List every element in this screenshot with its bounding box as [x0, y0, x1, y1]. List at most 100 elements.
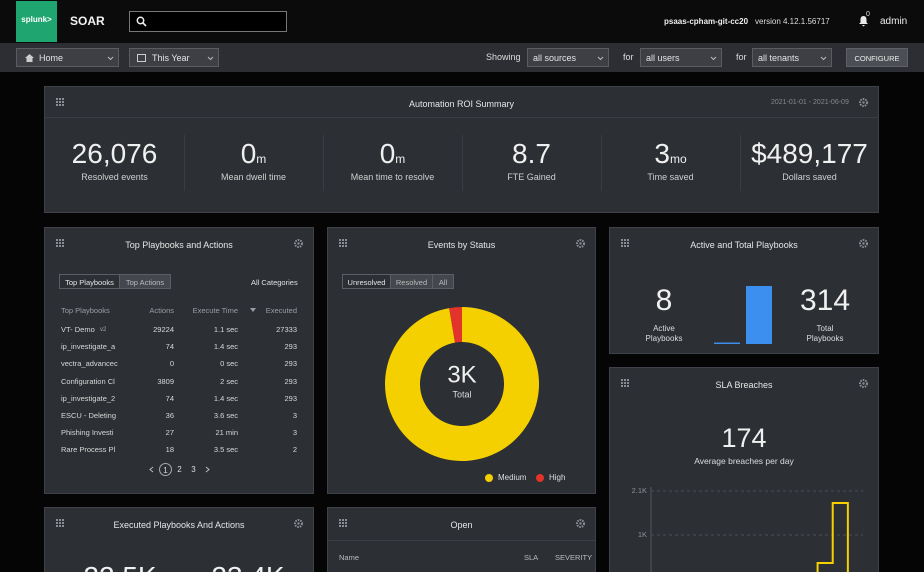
drag-dot [339, 519, 341, 521]
drag-dot [621, 239, 623, 241]
donut-total: 3K [447, 361, 476, 388]
chevron-shape [107, 56, 114, 61]
drag-dot [627, 242, 629, 244]
drag-dot [627, 379, 629, 381]
gear-outer [294, 239, 303, 248]
drag-dot [339, 525, 341, 527]
showing-label: Showing [486, 52, 521, 62]
page-number[interactable]: 3 [191, 465, 196, 474]
drag-dot [339, 239, 341, 241]
open-panel: Open Name SLA SEVERITY [327, 507, 596, 572]
users-dropdown[interactable]: all users [640, 48, 722, 67]
top-playbooks-panel: Top Playbooks and Actions Top Playbooks To… [44, 227, 314, 494]
configure-text: CONFIGURE [854, 54, 900, 63]
table-cell: 293 [284, 359, 297, 369]
drag-handle [56, 98, 64, 106]
roi-divider [45, 117, 878, 118]
metric-unit: mo [669, 152, 687, 166]
drag-dot [62, 239, 64, 241]
active-label: Active Playbooks [645, 324, 683, 343]
table-cell: 0 [169, 359, 174, 369]
legend-label: High [549, 473, 565, 482]
table-cell: ip_investigate_2 [61, 393, 116, 403]
drag-dot [56, 104, 58, 106]
tab-text: Top Actions [125, 278, 165, 287]
configure-button[interactable]: CONFIGURE [846, 48, 908, 67]
drag-dot [342, 522, 344, 524]
gear-inner [297, 522, 300, 525]
legend-swatch [485, 474, 493, 482]
sources-dropdown[interactable]: all sources [527, 48, 609, 67]
sources-dropdown-text: all sources [533, 53, 577, 63]
table-cell: 36 [165, 411, 174, 420]
table-cell: 2 [292, 445, 297, 455]
gear-outer [576, 239, 585, 248]
roi-range: 2021-01-01 - 2021-06-09 [771, 99, 849, 106]
tab[interactable]: All [432, 274, 454, 289]
metric-divider [184, 135, 185, 191]
chevron [710, 56, 717, 61]
users-dropdown-text: all users [646, 53, 680, 63]
tenants-dropdown[interactable]: all tenants [752, 48, 832, 67]
settings-icon [294, 239, 303, 248]
sla-value: 174 [721, 423, 767, 453]
drag-dot [62, 101, 64, 103]
table-cell: Rare Process Pl [61, 445, 116, 455]
drag-handle [56, 239, 64, 247]
bell-shape [859, 16, 868, 27]
category-filter[interactable]: All Categories [251, 278, 298, 287]
tab[interactable]: Resolved [390, 274, 433, 289]
drag-handle [56, 519, 64, 527]
active-playbooks-panel: Active and Total Playbooks 8 Active Playbo… [609, 227, 879, 354]
table-cell: 1.1 sec [213, 325, 238, 334]
table-cell: Phishing Investi [61, 428, 114, 438]
legend-swatch [536, 474, 544, 482]
sla-line [816, 502, 849, 572]
drag-dot [342, 242, 344, 244]
executed-value: 23.4K [193, 561, 303, 572]
drag-dot [56, 522, 58, 524]
drag-dot [59, 104, 61, 106]
tab-text: Unresolved [347, 278, 386, 287]
y-tick-label: 1K [638, 530, 647, 539]
home-dropdown[interactable]: Home [16, 48, 119, 67]
panel-title: Executed Playbooks And Actions [113, 520, 245, 530]
tab[interactable]: Top Actions [119, 274, 171, 289]
sla-chart: 1K 2.1K [632, 486, 863, 572]
home-dropdown-text: Home [39, 53, 64, 63]
settings-icon [294, 519, 303, 528]
user-name[interactable]: admin [880, 16, 908, 27]
drag-dot [56, 245, 58, 247]
drag-dot [59, 519, 61, 521]
metric-label: Mean dwell time [220, 172, 287, 182]
gear-outer [859, 379, 868, 388]
version-badge: v2 [100, 327, 107, 333]
metric-number: 26,076 [71, 138, 158, 169]
period-dropdown[interactable]: This Year [129, 48, 219, 67]
app-name: SOAR [70, 14, 105, 28]
table-cell: 2 sec [220, 376, 238, 386]
chevron-shape [207, 56, 214, 61]
calendar-icon [137, 54, 146, 62]
table-cell: 293 [284, 376, 297, 386]
drag-dot [59, 522, 61, 524]
tab[interactable]: Top Playbooks [59, 274, 120, 289]
chevron [207, 56, 214, 61]
drag-dot [59, 98, 61, 100]
page-number[interactable]: 2 [177, 465, 182, 474]
search-handle [142, 22, 147, 27]
drag-dot [345, 519, 347, 521]
table-cell: 1.4 sec [213, 342, 238, 352]
events-panel: Events by Status Unresolved Resolved All 3K T… [327, 227, 596, 494]
drag-handle [339, 519, 347, 527]
drag-dot [56, 101, 58, 103]
drag-handle [621, 379, 629, 387]
page-number[interactable]: 1 [159, 463, 172, 476]
search-box[interactable] [129, 11, 287, 32]
table-cell: 21 min [215, 428, 238, 438]
period-dropdown-text: This Year [152, 53, 190, 63]
table-cell: 3.6 sec [213, 411, 238, 420]
drag-dot [627, 239, 629, 241]
